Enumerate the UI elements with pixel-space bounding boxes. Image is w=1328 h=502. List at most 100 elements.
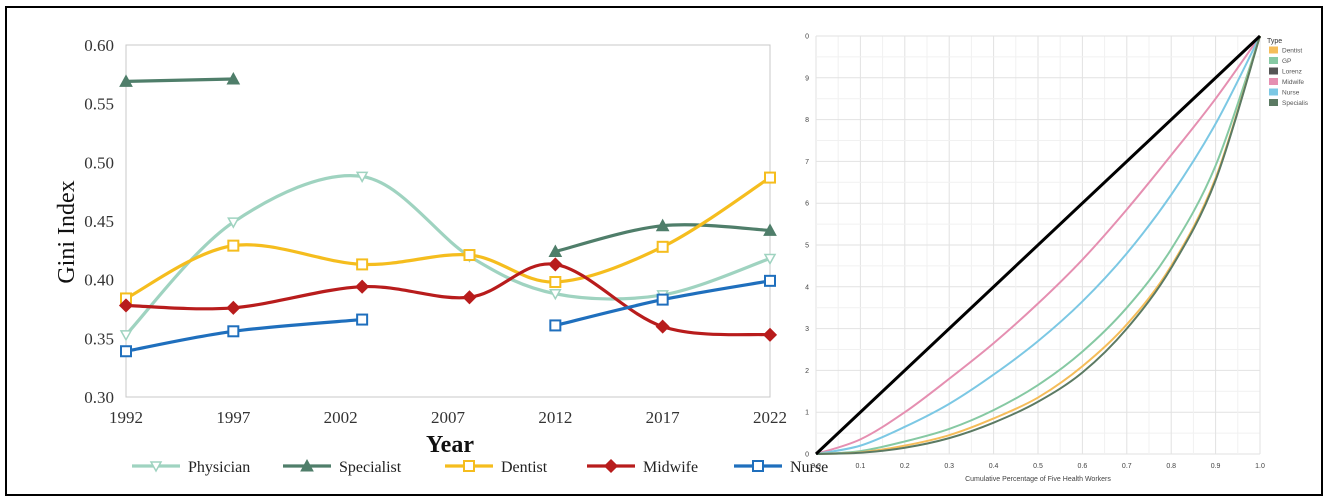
right-legend-swatch <box>1269 78 1278 85</box>
right-legend-item-midwife: Midwife <box>1269 78 1304 86</box>
data-point-midwife <box>655 319 670 334</box>
right-x-tick-label: 0.0 <box>811 463 821 470</box>
right-legend-label: GP <box>1282 58 1291 65</box>
legend-label: Specialist <box>339 459 402 476</box>
legend-marker <box>603 458 619 474</box>
right-legend-item-gp: GP <box>1269 57 1291 65</box>
data-point-nurse <box>764 274 776 287</box>
left-y-tick-label: 0.40 <box>84 271 114 290</box>
left-y-tick-label: 0.35 <box>84 329 114 348</box>
data-point-physician <box>119 330 133 342</box>
left-x-tick-label: 2002 <box>324 408 358 427</box>
data-point-midwife <box>548 257 563 272</box>
legend-item-specialist: Specialist <box>283 458 402 476</box>
right-series-lines <box>814 34 1262 456</box>
legend-label: Dentist <box>501 459 548 476</box>
lorenz-line-midwife <box>815 35 1261 455</box>
right-legend-label: Nurse <box>1282 90 1300 97</box>
data-point-midwife <box>118 298 134 313</box>
data-point-physician <box>355 171 369 183</box>
right-x-tick-label: 0.3 <box>944 463 954 470</box>
data-point-physician <box>549 288 562 301</box>
right-x-tick-label: 0.2 <box>900 463 910 470</box>
legend-marker <box>149 461 163 473</box>
left-y-tick-label: 0.55 <box>84 95 114 114</box>
left-legend: Physician Specialist Dentist Midwife Nurse <box>132 458 828 476</box>
right-y-tick-label: 8 <box>805 117 809 124</box>
right-legend-label: Lorenz <box>1282 69 1302 76</box>
data-point-nurse <box>356 313 369 326</box>
data-point-midwife <box>462 290 477 305</box>
legend-marker <box>300 458 314 472</box>
legend-label: Physician <box>188 459 250 476</box>
legend-marker <box>752 460 764 472</box>
data-point-specialist <box>763 223 777 236</box>
right-legend-label: Dentist <box>1282 48 1302 55</box>
right-legend-swatch <box>1269 88 1278 96</box>
data-point-dentist <box>356 258 369 271</box>
right-x-tick-label: 0.1 <box>856 463 866 470</box>
right-legend-swatch <box>1269 57 1278 64</box>
legend-item-dentist: Dentist <box>445 459 548 476</box>
right-y-tick-label: 0 <box>805 34 809 41</box>
right-x-tick-labels: 0.0 0.1 0.2 0.3 0.4 0.5 0.6 0.7 0.8 0.9 1.0 <box>811 463 1265 470</box>
right-x-tick-label: 0.6 <box>1078 463 1088 470</box>
right-y-tick-label: 4 <box>805 284 809 291</box>
lorenz-line-nurse <box>815 35 1261 455</box>
legend-label: Nurse <box>790 459 828 476</box>
data-point-dentist <box>463 249 476 262</box>
left-x-tick-label: 1992 <box>109 408 143 427</box>
data-point-physician <box>227 217 240 229</box>
data-point-dentist <box>764 171 776 184</box>
right-y-tick-label: 6 <box>805 201 809 208</box>
right-y-tick-label: 2 <box>805 368 809 375</box>
right-y-tick-labels: 0 1 2 3 4 5 6 7 8 9 0 <box>805 34 809 459</box>
left-x-tick-label: 2022 <box>753 408 787 427</box>
lorenz-line-lorenz <box>814 34 1262 456</box>
right-x-tick-label: 0.4 <box>989 463 999 470</box>
data-point-dentist <box>656 240 669 253</box>
right-legend-item-specialist: Specialis <box>1269 99 1309 107</box>
data-point-physician <box>763 253 777 266</box>
right-legend-title: Type <box>1267 38 1282 45</box>
right-x-axis-label: Cumulative Percentage of Five Health Wor… <box>965 476 1111 483</box>
legend-item-nurse: Nurse <box>734 459 828 476</box>
series-line-specialist <box>124 77 235 83</box>
right-legend-swatch <box>1269 99 1278 106</box>
left-x-tick-labels: 1992 1997 2002 2007 2012 2017 2022 <box>109 408 787 427</box>
left-series-markers <box>118 71 778 358</box>
right-y-tick-label: 9 <box>805 75 809 82</box>
data-point-specialist <box>655 218 670 232</box>
right-legend-swatch <box>1269 67 1278 75</box>
left-x-tick-label: 2012 <box>538 408 572 427</box>
legend-label: Midwife <box>643 459 698 476</box>
left-x-tick-label: 2017 <box>646 408 681 427</box>
left-y-tick-labels: 0.30 0.35 0.40 0.45 0.50 0.55 0.60 <box>84 36 114 407</box>
legend-marker <box>463 460 475 472</box>
right-y-tick-label: 1 <box>805 410 809 417</box>
right-legend-label: Specialis <box>1282 100 1309 107</box>
left-y-tick-label: 0.45 <box>84 212 114 231</box>
right-legend-swatch <box>1269 46 1278 54</box>
lorenz-line-specialist <box>815 35 1261 455</box>
right-y-tick-label: 3 <box>805 326 809 333</box>
data-point-nurse <box>549 319 562 332</box>
left-y-tick-label: 0.30 <box>84 388 114 407</box>
left-x-tick-label: 1997 <box>216 408 251 427</box>
data-point-midwife <box>226 300 241 315</box>
left-series-lines <box>124 77 772 353</box>
data-point-specialist <box>119 74 133 87</box>
right-y-tick-label: 5 <box>805 243 809 250</box>
right-x-tick-label: 1.0 <box>1255 463 1265 470</box>
right-legend-item-nurse: Nurse <box>1269 88 1300 97</box>
left-y-tick-label: 0.60 <box>84 36 114 55</box>
data-point-dentist <box>227 239 240 252</box>
data-point-nurse <box>120 345 132 358</box>
data-point-specialist <box>226 71 241 85</box>
gini-line-chart: 0.300.350.400.450.500.550.60 1992 1997 200… <box>54 36 828 476</box>
data-point-dentist <box>549 276 562 289</box>
right-legend-item-lorenz: Lorenz <box>1269 67 1302 76</box>
left-y-tick-label: 0.50 <box>84 153 114 172</box>
